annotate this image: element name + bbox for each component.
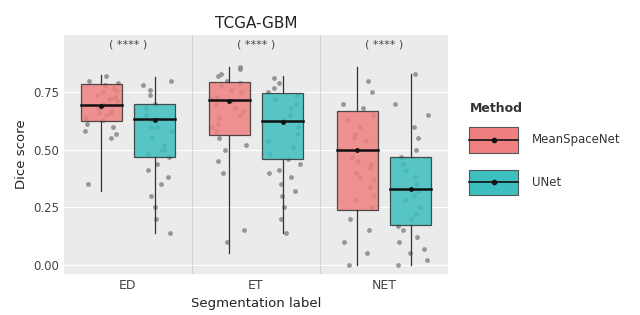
Text: ( **** ): ( **** ): [237, 39, 275, 49]
X-axis label: Segmentation label: Segmentation label: [191, 297, 321, 311]
Bar: [337, 111, 378, 209]
Bar: [81, 84, 122, 121]
Text: ( **** ): ( **** ): [109, 39, 147, 49]
Bar: [262, 93, 303, 159]
Text: Method: Method: [469, 101, 522, 115]
Text: MeanSpaceNet: MeanSpaceNet: [532, 133, 620, 146]
Bar: [390, 157, 431, 225]
Bar: [209, 82, 250, 135]
Text: UNet: UNet: [532, 176, 561, 189]
Text: ( **** ): ( **** ): [365, 39, 403, 49]
Title: TCGA-GBM: TCGA-GBM: [215, 16, 297, 31]
Y-axis label: Dice score: Dice score: [15, 119, 28, 189]
Bar: [134, 104, 175, 157]
